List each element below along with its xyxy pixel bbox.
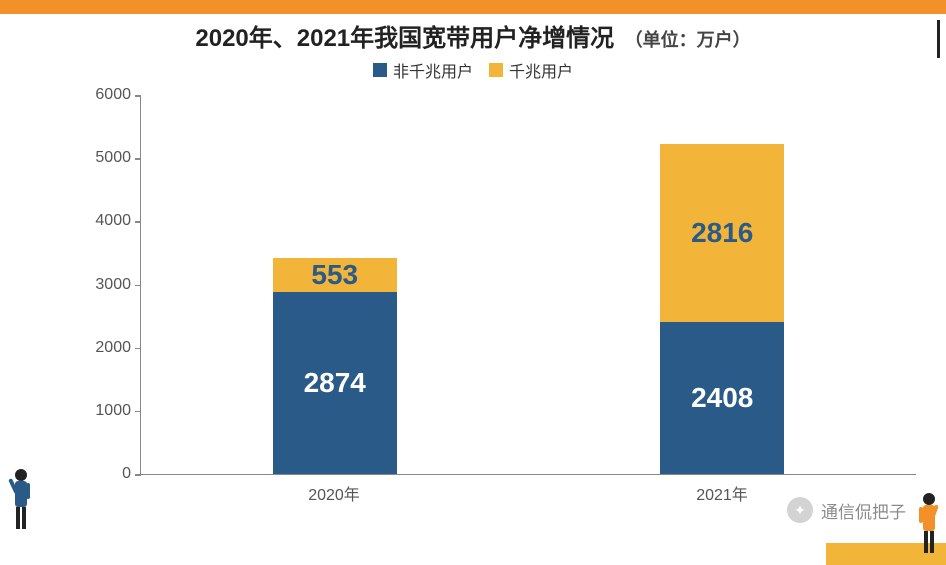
chart-title: 2020年、2021年我国宽带用户净增情况 （单位：万户） <box>0 18 946 53</box>
bar-segment: 553 <box>273 258 397 293</box>
legend-label: 千兆用户 <box>509 58 573 82</box>
x-tick-label: 2021年 <box>696 481 748 505</box>
legend: 非千兆用户 千兆用户 <box>0 58 946 82</box>
legend-label: 非千兆用户 <box>393 58 473 82</box>
legend-swatch <box>373 63 387 77</box>
person-left-icon <box>4 465 38 535</box>
y-tick-label: 1000 <box>71 402 131 420</box>
bar-value-label: 553 <box>311 259 358 291</box>
person-right-icon <box>912 489 946 559</box>
chart-frame: 2020年、2021年我国宽带用户净增情况 （单位：万户） 非千兆用户千兆用户 … <box>0 0 946 565</box>
y-tick-label: 6000 <box>71 86 131 104</box>
watermark: ✦ 通信侃把子 <box>787 497 906 523</box>
bar-segment: 2874 <box>273 292 397 474</box>
bar-value-label: 2816 <box>691 217 753 249</box>
plot-area: 0100020003000400050006000287455324082816 <box>140 95 916 475</box>
x-tick-label: 2020年 <box>308 481 360 505</box>
legend-item: 非千兆用户 <box>373 58 473 82</box>
y-tick-label: 4000 <box>71 212 131 230</box>
bar-segment: 2816 <box>660 144 784 322</box>
bar-value-label: 2408 <box>691 382 753 414</box>
legend-item: 千兆用户 <box>489 58 573 82</box>
bar-group: 2874 553 <box>273 95 397 474</box>
title-unit: （单位：万户） <box>625 30 751 50</box>
chart-area: 0100020003000400050006000287455324082816… <box>70 95 916 505</box>
y-tick-label: 2000 <box>71 339 131 357</box>
y-tick-label: 0 <box>71 465 131 483</box>
bar-group: 2408 2816 <box>660 95 784 474</box>
title-main: 2020年、2021年我国宽带用户净增情况 <box>195 25 614 52</box>
bar-segment: 2408 <box>660 322 784 474</box>
bar-value-label: 2874 <box>304 367 366 399</box>
wechat-icon: ✦ <box>787 497 813 523</box>
top-accent-bar <box>0 0 946 14</box>
legend-swatch <box>489 63 503 77</box>
y-tick-label: 5000 <box>71 149 131 167</box>
watermark-text: 通信侃把子 <box>821 498 906 523</box>
y-tick-label: 3000 <box>71 276 131 294</box>
